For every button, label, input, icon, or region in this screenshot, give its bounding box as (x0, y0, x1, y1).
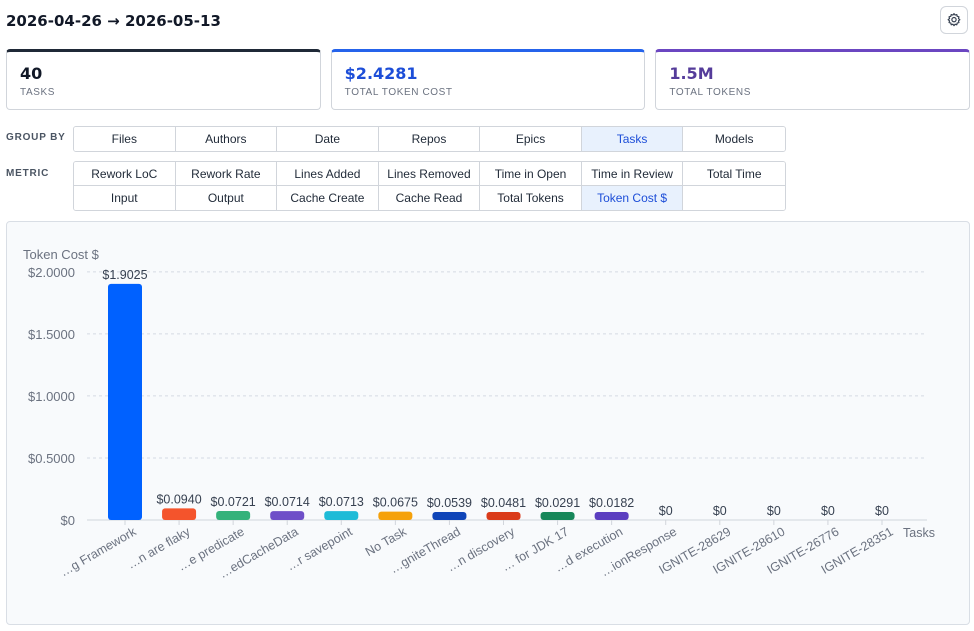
summary-cards: 40 TASKS $2.4281 TOTAL TOKEN COST 1.5M T… (6, 49, 971, 110)
metric-option-total-time[interactable]: Total Time (683, 162, 785, 186)
y-tick-label: $1.5000 (28, 327, 75, 342)
group-by-selector: Files Authors Date Repos Epics Tasks Models (73, 126, 786, 152)
metric-option-input[interactable]: Input (74, 186, 176, 210)
metric-option-rework-loc[interactable]: Rework LoC (74, 162, 176, 186)
tokens-card: 1.5M TOTAL TOKENS (655, 49, 971, 110)
bar[interactable] (270, 511, 305, 520)
bar-value-label: $0.0940 (156, 492, 201, 506)
bar-value-label: $0 (713, 504, 727, 518)
metric-option-total-tokens[interactable]: Total Tokens (480, 186, 582, 210)
group-by-option-files[interactable]: Files (74, 127, 176, 151)
bar[interactable] (486, 512, 521, 520)
y-tick-label: $2.0000 (28, 265, 75, 280)
bar[interactable] (432, 512, 467, 520)
tasks-count: 40 (20, 64, 43, 83)
group-by-option-tasks[interactable]: Tasks (581, 127, 684, 151)
group-by-option-repos[interactable]: Repos (378, 127, 481, 151)
bar[interactable] (108, 283, 142, 520)
date-range: 2026-04-26 → 2026-05-13 (6, 12, 221, 30)
y-tick-label: $1.0000 (28, 389, 75, 404)
total-token-cost: $2.4281 (344, 64, 418, 83)
metric-option-time-in-review[interactable]: Time in Review (581, 162, 684, 186)
metric-option-cache-read[interactable]: Cache Read (378, 186, 481, 210)
y-axis-label: Token Cost $ (23, 247, 100, 262)
x-axis-label: Tasks (903, 526, 935, 540)
x-tick-label: …g Framework (58, 524, 140, 579)
total-tokens-label: TOTAL TOKENS (669, 87, 752, 98)
bar[interactable] (594, 512, 629, 520)
bar[interactable] (324, 511, 359, 520)
bar[interactable] (540, 512, 575, 520)
metric-empty-cell (683, 186, 785, 210)
y-tick-label: $0 (61, 513, 75, 528)
token-cost-card: $2.4281 TOTAL TOKEN COST (330, 49, 646, 110)
bar[interactable] (378, 511, 413, 520)
metric-option-rework-rate[interactable]: Rework Rate (175, 162, 278, 186)
metric-label: METRIC (6, 168, 50, 179)
tasks-label: TASKS (20, 87, 56, 98)
total-tokens: 1.5M (669, 64, 714, 83)
bar-value-label: $0 (659, 504, 673, 518)
chart-panel: Token Cost $ $0 $0.5000 $1.0000 $1.5000 $2.00… (6, 221, 970, 625)
settings-button[interactable] (940, 6, 968, 34)
bar-value-label: $0.0675 (373, 496, 418, 510)
bar-value-label: $0.0721 (211, 495, 256, 509)
tasks-card: 40 TASKS (6, 49, 321, 110)
metric-option-time-in-open[interactable]: Time in Open (480, 162, 582, 186)
group-by-option-date[interactable]: Date (277, 127, 379, 151)
metric-option-token-cost[interactable]: Token Cost $ (581, 186, 684, 210)
metric-option-output[interactable]: Output (175, 186, 278, 210)
metric-option-lines-added[interactable]: Lines Added (277, 162, 379, 186)
bar[interactable] (216, 511, 251, 520)
bar-value-label: $0 (821, 504, 835, 518)
x-tick-label: No Task (363, 524, 410, 559)
group-by-option-epics[interactable]: Epics (480, 127, 582, 151)
bar-value-label: $0.0713 (319, 495, 364, 509)
token-cost-chart: Token Cost $ $0 $0.5000 $1.0000 $1.5000 $2.00… (23, 247, 935, 581)
group-by-option-models[interactable]: Models (683, 127, 785, 151)
metric-option-cache-create[interactable]: Cache Create (277, 186, 379, 210)
group-by-label: GROUP BY (6, 132, 66, 143)
bar-value-label: $0.0539 (427, 496, 472, 510)
bar-value-label: $1.9025 (102, 268, 147, 282)
bar-value-label: $0 (767, 504, 781, 518)
bar-value-label: $0.0481 (481, 496, 526, 510)
metric-selector: Rework LoC Rework Rate Lines Added Lines Re… (73, 161, 786, 211)
header: 2026-04-26 → 2026-05-13 (6, 6, 968, 34)
metric-option-lines-removed[interactable]: Lines Removed (378, 162, 481, 186)
bar-value-label: $0.0182 (589, 496, 634, 510)
y-tick-label: $0.5000 (28, 451, 75, 466)
bar[interactable] (162, 508, 197, 520)
total-token-cost-label: TOTAL TOKEN COST (344, 87, 453, 98)
bar-value-label: $0.0291 (535, 496, 580, 510)
group-by-option-authors[interactable]: Authors (175, 127, 278, 151)
bar-value-label: $0 (875, 504, 889, 518)
gear-icon (947, 13, 961, 27)
bar-value-label: $0.0714 (265, 495, 310, 509)
